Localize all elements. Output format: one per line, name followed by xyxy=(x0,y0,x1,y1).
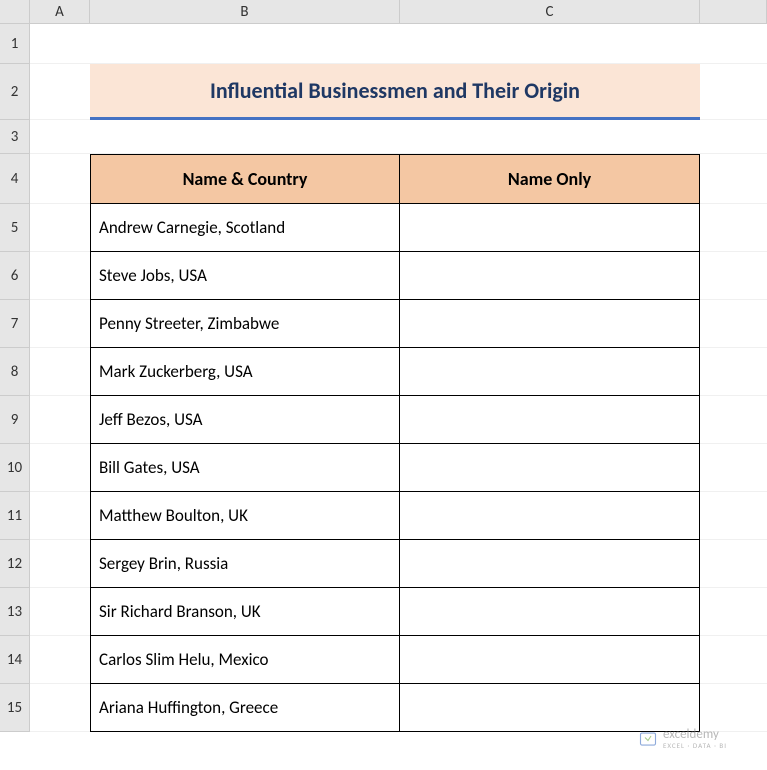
cell-b3[interactable] xyxy=(90,120,400,154)
row-header-10[interactable]: 10 xyxy=(0,444,30,492)
cell-b1[interactable] xyxy=(90,24,400,64)
row-header-13[interactable]: 13 xyxy=(0,588,30,636)
cell-d3[interactable] xyxy=(700,120,767,154)
cell-d15[interactable] xyxy=(700,684,767,732)
cell-a3[interactable] xyxy=(30,120,90,154)
row-header-7[interactable]: 7 xyxy=(0,300,30,348)
table-row[interactable]: Matthew Boulton, UK xyxy=(90,492,400,540)
select-all-corner[interactable] xyxy=(0,0,30,24)
cell-a5[interactable] xyxy=(30,204,90,252)
cell-c3[interactable] xyxy=(400,120,700,154)
table-row[interactable] xyxy=(400,204,700,252)
cell-a2[interactable] xyxy=(30,64,90,120)
cell-a14[interactable] xyxy=(30,636,90,684)
table-row[interactable] xyxy=(400,252,700,300)
row-header-15[interactable]: 15 xyxy=(0,684,30,732)
cell-a7[interactable] xyxy=(30,300,90,348)
col-header-c[interactable]: C xyxy=(400,0,700,24)
cell-a4[interactable] xyxy=(30,154,90,204)
row-header-9[interactable]: 9 xyxy=(0,396,30,444)
col-header-b[interactable]: B xyxy=(90,0,400,24)
cell-a9[interactable] xyxy=(30,396,90,444)
cell-d13[interactable] xyxy=(700,588,767,636)
table-row[interactable]: Bill Gates, USA xyxy=(90,444,400,492)
cell-d5[interactable] xyxy=(700,204,767,252)
table-row[interactable]: Steve Jobs, USA xyxy=(90,252,400,300)
cell-d14[interactable] xyxy=(700,636,767,684)
row-header-3[interactable]: 3 xyxy=(0,120,30,154)
table-row[interactable]: Carlos Slim Helu, Mexico xyxy=(90,636,400,684)
cell-d2[interactable] xyxy=(700,64,767,120)
cell-d12[interactable] xyxy=(700,540,767,588)
col-header-a[interactable]: A xyxy=(30,0,90,24)
table-row[interactable] xyxy=(400,636,700,684)
cell-a8[interactable] xyxy=(30,348,90,396)
cell-d8[interactable] xyxy=(700,348,767,396)
cell-a6[interactable] xyxy=(30,252,90,300)
table-row[interactable]: Ariana Huffington, Greece xyxy=(90,684,400,732)
table-row[interactable] xyxy=(400,396,700,444)
row-header-11[interactable]: 11 xyxy=(0,492,30,540)
cell-d6[interactable] xyxy=(700,252,767,300)
table-row[interactable] xyxy=(400,300,700,348)
watermark-subtext: EXCEL · DATA · BI xyxy=(663,741,727,750)
cell-d9[interactable] xyxy=(700,396,767,444)
watermark: exceldemy EXCEL · DATA · BI xyxy=(639,728,727,750)
cell-a10[interactable] xyxy=(30,444,90,492)
cell-a1[interactable] xyxy=(30,24,90,64)
cell-d4[interactable] xyxy=(700,154,767,204)
cell-a15[interactable] xyxy=(30,684,90,732)
table-row[interactable] xyxy=(400,444,700,492)
row-header-12[interactable]: 12 xyxy=(0,540,30,588)
table-row[interactable]: Mark Zuckerberg, USA xyxy=(90,348,400,396)
row-header-6[interactable]: 6 xyxy=(0,252,30,300)
row-header-8[interactable]: 8 xyxy=(0,348,30,396)
row-header-5[interactable]: 5 xyxy=(0,204,30,252)
col-header-d[interactable] xyxy=(700,0,767,24)
table-row[interactable]: Jeff Bezos, USA xyxy=(90,396,400,444)
table-row[interactable] xyxy=(400,684,700,732)
row-header-2[interactable]: 2 xyxy=(0,64,30,120)
cell-d10[interactable] xyxy=(700,444,767,492)
page-title[interactable]: Influential Businessmen and Their Origin xyxy=(90,64,700,120)
cell-d7[interactable] xyxy=(700,300,767,348)
spreadsheet-grid: A B C 1 2 Influential Businessmen and Th… xyxy=(0,0,767,732)
table-header-name-only[interactable]: Name Only xyxy=(400,154,700,204)
table-row[interactable] xyxy=(400,348,700,396)
cell-d1[interactable] xyxy=(700,24,767,64)
table-row[interactable] xyxy=(400,540,700,588)
watermark-text: exceldemy xyxy=(663,728,727,741)
cell-a12[interactable] xyxy=(30,540,90,588)
table-row[interactable] xyxy=(400,492,700,540)
exceldemy-icon xyxy=(639,730,657,748)
row-header-1[interactable]: 1 xyxy=(0,24,30,64)
table-row[interactable] xyxy=(400,588,700,636)
cell-a11[interactable] xyxy=(30,492,90,540)
row-header-4[interactable]: 4 xyxy=(0,154,30,204)
cell-a13[interactable] xyxy=(30,588,90,636)
cell-c1[interactable] xyxy=(400,24,700,64)
table-row[interactable]: Sir Richard Branson, UK xyxy=(90,588,400,636)
cell-d11[interactable] xyxy=(700,492,767,540)
table-header-name-country[interactable]: Name & Country xyxy=(90,154,400,204)
table-row[interactable]: Penny Streeter, Zimbabwe xyxy=(90,300,400,348)
table-row[interactable]: Andrew Carnegie, Scotland xyxy=(90,204,400,252)
table-row[interactable]: Sergey Brin, Russia xyxy=(90,540,400,588)
row-header-14[interactable]: 14 xyxy=(0,636,30,684)
